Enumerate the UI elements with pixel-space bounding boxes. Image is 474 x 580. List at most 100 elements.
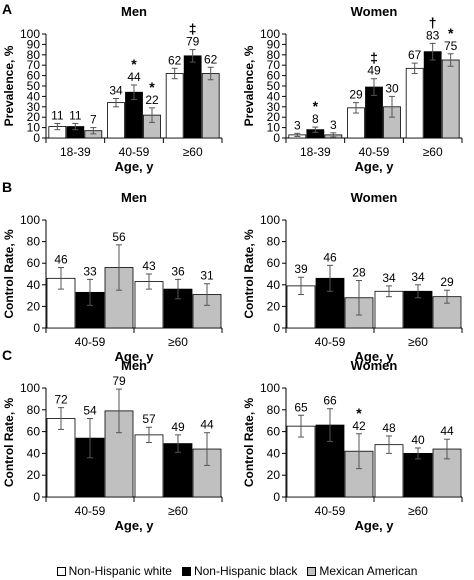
data-label: 34: [382, 271, 396, 285]
data-label: 29: [349, 88, 363, 102]
y-tick-label: 40: [267, 278, 281, 292]
y-tick-label: 0: [273, 321, 280, 335]
chart-title: Men: [121, 358, 147, 373]
bar: [165, 73, 184, 139]
y-axis-label: Prevalence, %: [2, 45, 16, 126]
y-tick-label: 10: [27, 121, 41, 135]
black-swatch-icon: [181, 566, 191, 576]
x-tick-label: ≥60: [408, 335, 428, 349]
y-tick-label: 80: [267, 403, 281, 417]
data-label: 79: [186, 35, 200, 49]
data-label: 62: [204, 52, 218, 66]
data-label: 49: [367, 64, 381, 78]
data-label: 56: [112, 230, 126, 244]
y-tick-label: 0: [33, 131, 40, 145]
y-tick-label: 50: [27, 79, 41, 93]
data-label: 62: [168, 53, 182, 67]
y-axis-label: Control Rate, %: [2, 398, 16, 488]
y-tick-label: 100: [20, 213, 40, 227]
data-label: 34: [109, 83, 123, 97]
x-axis-label: Age, y: [114, 518, 154, 533]
y-tick-label: 40: [267, 446, 281, 460]
data-label: 67: [408, 48, 422, 62]
y-tick-label: 100: [260, 27, 280, 41]
y-tick-label: 100: [260, 381, 280, 395]
white-swatch-icon: [56, 566, 66, 576]
y-tick-label: 90: [27, 37, 41, 51]
x-axis-label: Age, y: [354, 159, 394, 174]
bar: [405, 67, 424, 139]
y-tick-label: 40: [27, 446, 41, 460]
bar: [374, 290, 404, 329]
data-label: 48: [382, 421, 396, 435]
legend: Non-Hispanic white Non-Hispanic black Me…: [0, 563, 474, 579]
data-label: 79: [112, 374, 126, 388]
legend-label: Non-Hispanic black: [193, 564, 298, 578]
y-tick-label: 60: [27, 425, 41, 439]
data-label: 44: [127, 70, 141, 84]
significance-marker: *: [149, 79, 155, 95]
chart-c-women: Women 0 20 40 60 80 100 Control Rate, % 40-59 65 6…: [242, 358, 463, 533]
y-tick-label: 20: [27, 299, 41, 313]
legend-item-white: Non-Hispanic white: [56, 564, 172, 578]
y-tick-label: 10: [267, 121, 281, 135]
bar: [107, 102, 125, 139]
data-label: 29: [440, 275, 454, 289]
chart-b-men: Men 0 20 40 60 80 100 Control Rate, % 40-59 46 33 5…: [2, 190, 223, 364]
bar: [183, 55, 202, 139]
y-tick-label: 60: [27, 69, 41, 83]
data-label: 7: [90, 113, 97, 127]
chart-title: Women: [351, 4, 398, 19]
y-tick-label: 70: [27, 58, 41, 72]
legend-label: Mexican American: [319, 564, 418, 578]
y-tick-label: 20: [27, 468, 41, 482]
data-label: 44: [200, 418, 214, 432]
y-tick-label: 0: [273, 490, 280, 504]
x-tick-label: ≥60: [408, 504, 428, 518]
significance-marker: *: [448, 25, 454, 41]
y-tick-label: 50: [267, 79, 281, 93]
y-tick-label: 100: [20, 381, 40, 395]
data-label: 54: [83, 404, 97, 418]
x-tick-label: 40-59: [119, 145, 150, 159]
grey-swatch-icon: [307, 566, 317, 576]
chart-title: Men: [121, 4, 147, 19]
data-label: 33: [83, 264, 97, 278]
data-label: 40: [411, 433, 425, 447]
x-tick-label: ≥60: [168, 335, 188, 349]
bar: [46, 418, 76, 498]
chart-title: Women: [351, 358, 398, 373]
data-label: 42: [352, 419, 366, 433]
bar: [441, 59, 460, 139]
data-label: 75: [444, 39, 458, 53]
x-axis-label: Age, y: [354, 518, 394, 533]
data-label: 36: [171, 264, 185, 278]
significance-marker: *: [356, 405, 362, 421]
data-label: 11: [51, 108, 64, 122]
legend-item-mexican-american: Mexican American: [307, 564, 417, 578]
x-tick-label: 40-59: [75, 335, 106, 349]
chart-title: Women: [351, 190, 398, 205]
y-tick-label: 90: [267, 37, 281, 51]
y-tick-label: 80: [27, 48, 41, 62]
x-axis-label: Age, y: [354, 349, 394, 364]
y-tick-label: 60: [27, 256, 41, 270]
data-label: 57: [142, 412, 156, 426]
data-label: 28: [352, 265, 366, 279]
data-label: 65: [294, 400, 308, 414]
legend-label: Non-Hispanic white: [68, 564, 172, 578]
data-label: 83: [426, 28, 440, 42]
y-tick-label: 0: [33, 490, 40, 504]
significance-marker: †: [429, 14, 437, 30]
x-tick-label: 40-59: [75, 504, 106, 518]
y-tick-label: 40: [27, 278, 41, 292]
y-tick-label: 100: [20, 27, 40, 41]
y-tick-label: 80: [267, 235, 281, 249]
x-tick-label: ≥60: [423, 145, 443, 159]
bar: [134, 434, 164, 498]
y-tick-label: 30: [267, 100, 281, 114]
x-tick-label: ≥60: [168, 504, 188, 518]
y-axis-label: Prevalence, %: [242, 45, 256, 126]
bar: [403, 452, 433, 498]
